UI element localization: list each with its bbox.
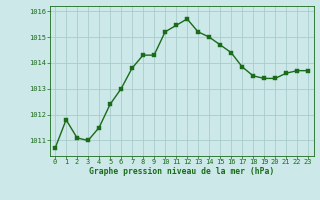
X-axis label: Graphe pression niveau de la mer (hPa): Graphe pression niveau de la mer (hPa) bbox=[89, 167, 274, 176]
